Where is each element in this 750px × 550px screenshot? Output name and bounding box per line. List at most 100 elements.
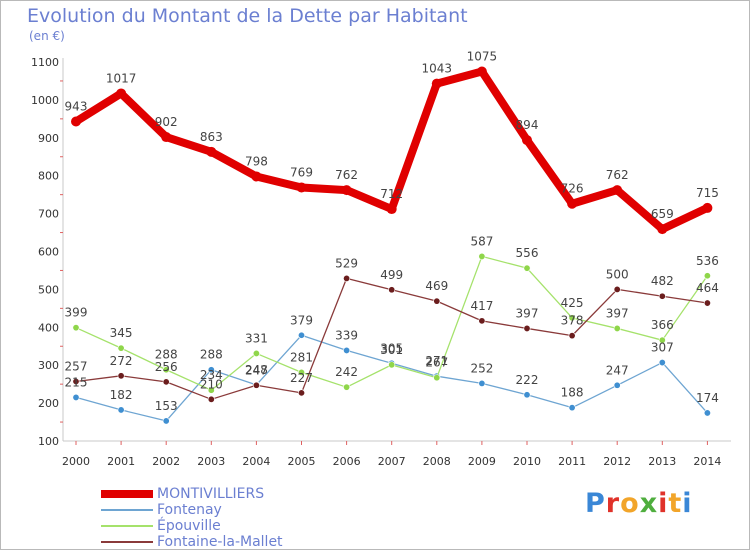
legend-label-epouville: Épouville: [157, 518, 221, 534]
data-point-2: [658, 336, 666, 344]
data-point-2: [703, 272, 711, 280]
data-label-0: 762: [335, 168, 358, 182]
legend-label-fontenay: Fontenay: [157, 502, 222, 518]
data-point-0: [341, 185, 352, 196]
data-point-0: [567, 198, 578, 209]
data-point-3: [343, 274, 351, 282]
legend-swatch-fontaine-la-mallet: [101, 541, 153, 543]
data-label-0: 863: [200, 130, 223, 144]
data-point-2: [162, 366, 170, 374]
data-label-0: 715: [696, 186, 719, 200]
data-label-2: 331: [245, 331, 268, 345]
y-tick-label: 800: [38, 170, 59, 183]
data-point-3: [252, 381, 260, 389]
data-point-2: [478, 252, 486, 260]
data-label-0: 726: [561, 182, 584, 196]
data-label-2: 345: [110, 326, 133, 340]
data-label-2: 399: [65, 306, 88, 320]
data-label-1: 307: [651, 341, 674, 355]
data-label-0: 1017: [106, 71, 137, 85]
data-point-3: [297, 389, 305, 397]
data-point-0: [657, 224, 668, 235]
data-label-3: 529: [335, 256, 358, 270]
data-point-0: [476, 66, 487, 77]
x-tick-label: 2000: [62, 455, 90, 468]
legend-swatch-fontenay: [101, 509, 153, 511]
data-label-3: 378: [561, 314, 584, 328]
logo-letter: P: [585, 488, 606, 519]
x-tick-label: 2008: [423, 455, 451, 468]
y-tick-label: 600: [38, 246, 59, 259]
data-label-2: 366: [651, 318, 674, 332]
data-label-3: 417: [470, 299, 493, 313]
data-label-2: 267: [425, 356, 448, 370]
data-label-2: 397: [606, 306, 629, 320]
legend-label-fontaine-la-mallet: Fontaine-la-Mallet: [157, 534, 283, 550]
data-labels: 943 1017 902 863 798 769 762 712 1043 1075 894 726 7…: [65, 49, 719, 412]
data-label-0: 712: [380, 187, 403, 201]
data-point-0: [251, 171, 262, 182]
data-point-0: [206, 146, 217, 157]
data-label-2: 425: [561, 296, 584, 310]
x-tick-label: 2007: [378, 455, 406, 468]
logo-letter: r: [605, 488, 621, 519]
data-label-3: 397: [516, 306, 539, 320]
x-tick-label: 2014: [693, 455, 721, 468]
x-tick-label: 2009: [468, 455, 496, 468]
data-point-0: [386, 204, 397, 215]
data-label-2: 281: [290, 350, 313, 364]
data-point-3: [613, 285, 621, 293]
data-label-3: 499: [380, 268, 403, 282]
axes: 100 200 300 400 500 600 700 800 900 1000 1100 2000 2…: [31, 56, 731, 468]
data-point-0: [612, 185, 623, 196]
data-point-2: [252, 349, 260, 357]
data-point-0: [116, 88, 127, 99]
legend-swatch-epouville: [101, 525, 153, 527]
data-label-0: 1043: [422, 62, 453, 76]
data-label-1: 222: [516, 373, 539, 387]
data-label-1: 248: [245, 363, 268, 377]
data-label-1: 215: [65, 375, 88, 389]
data-label-1: 188: [561, 386, 584, 400]
data-point-1: [568, 404, 576, 412]
data-point-3: [658, 292, 666, 300]
data-point-2: [72, 324, 80, 332]
data-label-3: 247: [245, 363, 268, 377]
data-label-1: 252: [470, 361, 493, 375]
logo-letter: x: [639, 488, 659, 519]
data-point-3: [388, 286, 396, 294]
data-label-3: 256: [155, 360, 178, 374]
proxiti-logo: Proxiti: [585, 488, 693, 519]
data-point-2: [613, 324, 621, 332]
chart-subtitle: (en €): [29, 29, 65, 43]
data-point-1: [703, 409, 711, 417]
logo-letter: t: [668, 488, 683, 519]
legend-label-montivilliers: MONTIVILLIERS: [157, 486, 265, 502]
data-label-3: 469: [425, 279, 448, 293]
logo-letter: i: [682, 488, 693, 519]
data-label-1: 379: [290, 313, 313, 327]
data-point-0: [702, 202, 713, 213]
data-label-0: 659: [651, 207, 674, 221]
data-label-3: 257: [65, 359, 88, 373]
y-tick-label: 300: [38, 359, 59, 372]
data-label-2: 242: [335, 365, 358, 379]
data-point-3: [117, 372, 125, 380]
data-point-1: [613, 381, 621, 389]
data-label-2: 234: [200, 368, 223, 382]
x-tick-label: 2010: [513, 455, 541, 468]
data-point-1: [117, 406, 125, 414]
data-point-2: [523, 264, 531, 272]
data-point-2: [297, 368, 305, 376]
data-label-1: 247: [606, 363, 629, 377]
data-point-2: [207, 386, 215, 394]
data-label-1: 339: [335, 328, 358, 342]
data-point-0: [522, 135, 532, 146]
series-line-3: [75, 277, 709, 400]
logo-letter: o: [620, 488, 640, 519]
x-tick-label: 2001: [107, 455, 135, 468]
data-label-1: 153: [155, 399, 178, 413]
legend-swatch-montivilliers: [101, 490, 153, 498]
data-label-1: 271: [425, 354, 448, 368]
